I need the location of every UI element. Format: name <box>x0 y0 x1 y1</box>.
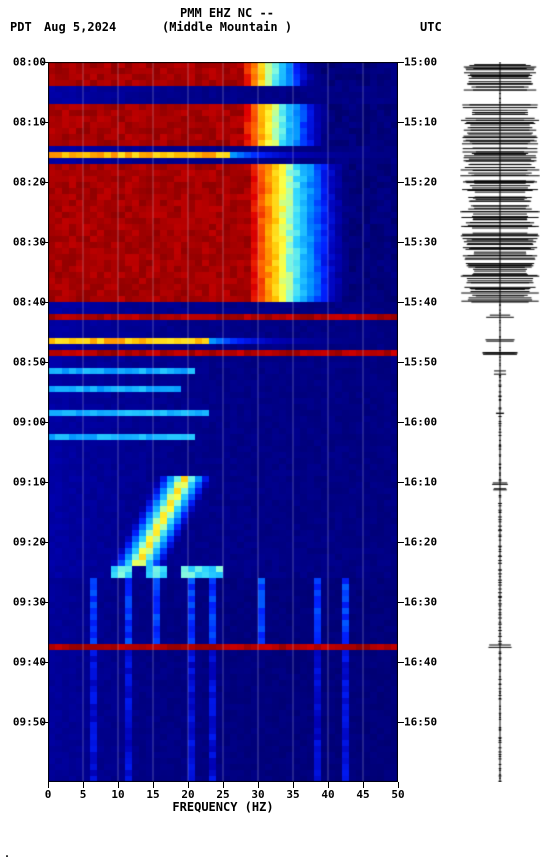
ytick-left: 08:40 <box>4 296 46 309</box>
ytick-right: 16:50 <box>404 716 448 729</box>
ytick-left: 08:00 <box>4 56 46 69</box>
ytick-right: 15:30 <box>404 236 448 249</box>
ytick-left: 09:00 <box>4 416 46 429</box>
station-code: PMM EHZ NC -- <box>180 6 274 20</box>
xtick: 20 <box>173 788 203 801</box>
xtick: 0 <box>33 788 63 801</box>
ytick-left: 08:30 <box>4 236 46 249</box>
ytick-left: 09:50 <box>4 716 46 729</box>
ytick-right: 16:30 <box>404 596 448 609</box>
xtick: 40 <box>313 788 343 801</box>
xtick: 25 <box>208 788 238 801</box>
ytick-left: 08:50 <box>4 356 46 369</box>
ytick-right: 16:20 <box>404 536 448 549</box>
ytick-left: 09:20 <box>4 536 46 549</box>
xtick: 30 <box>243 788 273 801</box>
xtick: 35 <box>278 788 308 801</box>
xtick: 15 <box>138 788 168 801</box>
location-label: (Middle Mountain ) <box>162 20 292 34</box>
ytick-left: 09:40 <box>4 656 46 669</box>
right-timezone: UTC <box>420 20 442 34</box>
xtick: 10 <box>103 788 133 801</box>
ytick-right: 16:00 <box>404 416 448 429</box>
ytick-right: 15:20 <box>404 176 448 189</box>
ytick-right: 15:10 <box>404 116 448 129</box>
ytick-right: 15:50 <box>404 356 448 369</box>
xtick: 45 <box>348 788 378 801</box>
ytick-left: 09:30 <box>4 596 46 609</box>
ytick-left: 08:20 <box>4 176 46 189</box>
ytick-left: 08:10 <box>4 116 46 129</box>
xtick: 50 <box>383 788 413 801</box>
left-timezone: PDT <box>10 20 32 34</box>
date-label: Aug 5,2024 <box>44 20 116 34</box>
ytick-right: 15:00 <box>404 56 448 69</box>
ytick-left: 09:10 <box>4 476 46 489</box>
ytick-right: 15:40 <box>404 296 448 309</box>
ytick-right: 16:40 <box>404 656 448 669</box>
ytick-right: 16:10 <box>404 476 448 489</box>
x-axis-label: FREQUENCY (HZ) <box>48 800 398 814</box>
xtick: 5 <box>68 788 98 801</box>
waveform-canvas <box>460 62 540 782</box>
spectrogram-canvas <box>48 62 398 782</box>
footer-mark: . <box>4 849 10 860</box>
